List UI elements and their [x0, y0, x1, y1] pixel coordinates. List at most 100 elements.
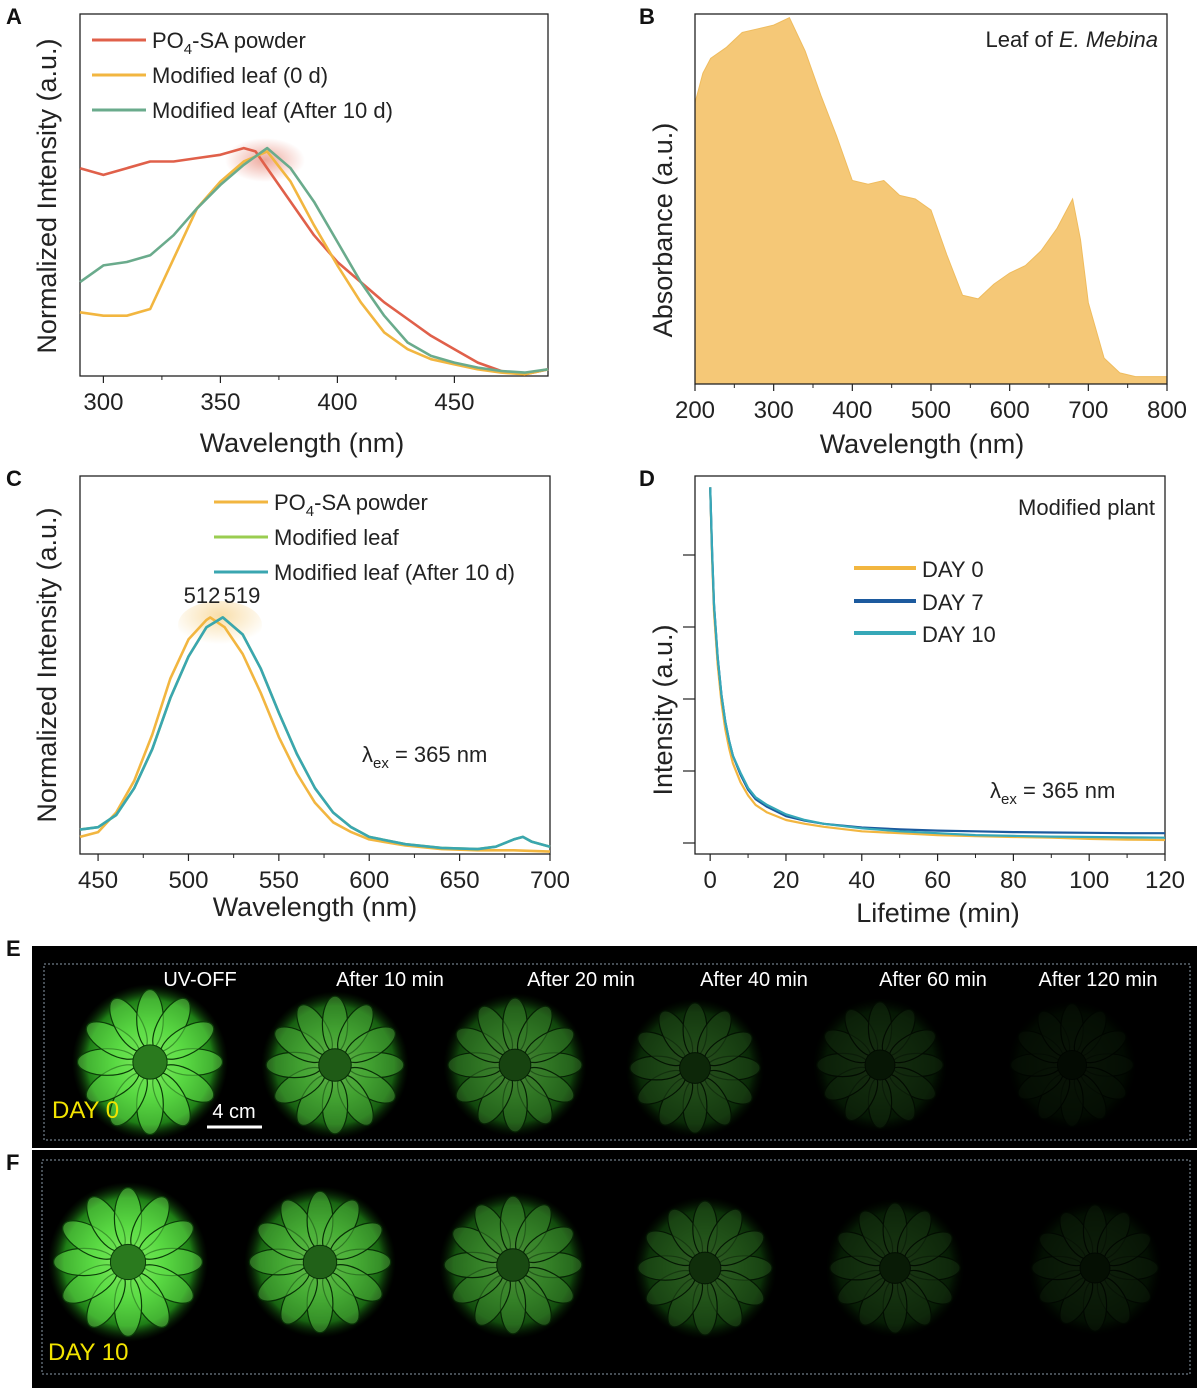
plant-photo-f-2	[439, 1191, 587, 1339]
x-tick-label: 450	[434, 389, 474, 416]
x-tick-label: 400	[832, 397, 872, 424]
legend-label-a-0: PO4-SA powder	[152, 28, 306, 58]
series-line-a-1	[79, 150, 549, 376]
series-line-a-0	[79, 146, 549, 376]
absorbance-area	[694, 17, 1168, 385]
series-line-a-2	[79, 146, 549, 374]
panel-e: E UV-OFF After 10 min After 20 min After…	[6, 936, 1197, 1148]
x-ticks-b: 200 300 400 500 600 700 800	[675, 384, 1187, 424]
series-line-c-0	[79, 616, 551, 853]
panel-c: C 450 500 550 600 650 700 512 519 λex = 365 n…	[6, 466, 570, 922]
legend-c: PO4-SA powder Modified leaf Modified lea…	[214, 490, 515, 585]
x-tick-label: 0	[703, 867, 716, 894]
plant-photo-f-1	[244, 1186, 396, 1338]
photo-strip-f	[32, 1150, 1197, 1388]
x-tick-label: 300	[83, 389, 123, 416]
x-tick-label: 500	[168, 867, 208, 894]
x-tick-label: 20	[773, 867, 800, 894]
chart-title-d: Modified plant	[1018, 495, 1155, 520]
plant-photo-e-4	[812, 997, 948, 1133]
series-lines-a	[79, 146, 549, 376]
caption-e-2: After 20 min	[527, 969, 635, 991]
plant-photo-e-0	[72, 984, 228, 1140]
x-tick-label: 550	[259, 867, 299, 894]
plant-photo-e-3	[625, 998, 765, 1138]
legend-d: DAY 0 DAY 7 DAY 10	[854, 557, 996, 647]
x-ticks-a: 300 350 400 450	[83, 376, 474, 416]
x-axis-label-a: Wavelength (nm)	[200, 428, 405, 458]
y-axis-label-a: Normalized Intensity (a.u.)	[32, 38, 62, 353]
x-tick-label: 600	[990, 397, 1030, 424]
legend-label-a-1: Modified leaf (0 d)	[152, 63, 328, 88]
legend-label-c-2: Modified leaf (After 10 d)	[274, 560, 515, 585]
x-tick-label: 600	[349, 867, 389, 894]
series-line-d-2	[709, 487, 1166, 839]
panel-letter-e: E	[6, 936, 21, 961]
x-ticks-c: 450 500 550 600 650 700	[78, 854, 570, 894]
x-tick-label: 350	[200, 389, 240, 416]
caption-e-3: After 40 min	[700, 969, 808, 991]
caption-e-4: After 60 min	[879, 969, 987, 991]
plot-frame-c	[79, 475, 551, 855]
caption-e-1: After 10 min	[336, 969, 444, 991]
x-tick-label: 80	[1000, 867, 1027, 894]
legend-label-d-2: DAY 10	[922, 622, 996, 647]
series-lines-c	[79, 616, 551, 853]
panel-letter-b: B	[639, 4, 655, 29]
chart-title-b: Leaf of E. Mebina	[986, 27, 1158, 52]
panel-a: A 300 350 400 450 Wavelength (nm) Normalize…	[6, 4, 549, 458]
legend-label-d-0: DAY 0	[922, 557, 984, 582]
plant-photo-e-1	[261, 991, 409, 1139]
x-tick-label: 120	[1145, 867, 1185, 894]
plant-photos-f	[48, 1182, 1163, 1342]
y-axis-label-d: Intensity (a.u.)	[648, 624, 678, 795]
plot-frame-d	[694, 475, 1166, 855]
caption-e-5: After 120 min	[1039, 969, 1158, 991]
panel-f: F DAY 10	[6, 1150, 1197, 1388]
x-tick-label: 400	[317, 389, 357, 416]
x-tick-label: 450	[78, 867, 118, 894]
excitation-annotation-d: λex = 365 nm	[990, 778, 1115, 808]
plant-photo-e-5	[1006, 999, 1138, 1131]
panel-letter-c: C	[6, 466, 22, 491]
x-tick-label: 300	[754, 397, 794, 424]
legend-label-c-1: Modified leaf	[274, 525, 400, 550]
plant-photos-e	[72, 984, 1138, 1140]
y-axis-label-c: Normalized Intensity (a.u.)	[32, 507, 62, 822]
x-tick-label: 200	[675, 397, 715, 424]
plant-photo-f-3	[633, 1196, 777, 1340]
legend-label-a-2: Modified leaf (After 10 d)	[152, 98, 393, 123]
x-tick-label: 800	[1147, 397, 1187, 424]
series-line-c-2	[79, 616, 551, 851]
x-tick-label: 650	[440, 867, 480, 894]
y-ticks-d	[683, 554, 695, 844]
photo-frame-f	[41, 1159, 1191, 1375]
x-tick-label: 40	[848, 867, 875, 894]
panel-d: D 0 20 40 60 80 100 120 Modified plant λex = 3…	[639, 466, 1185, 928]
panel-b: B 200 300 400 500 600 700 800 Leaf of E. Mebin…	[639, 4, 1187, 459]
plot-frame-a	[79, 13, 549, 377]
x-axis-label-b: Wavelength (nm)	[820, 429, 1025, 459]
series-line-c-1	[79, 616, 551, 851]
day-label-e: DAY 0	[52, 1097, 119, 1124]
x-ticks-d: 0 20 40 60 80 100 120	[703, 854, 1185, 894]
plant-photo-f-4	[825, 1198, 965, 1338]
peak-label-519: 519	[224, 583, 261, 608]
series-lines-d	[709, 487, 1166, 842]
peak-label-512: 512	[184, 583, 221, 608]
legend-a: PO4-SA powder Modified leaf (0 d) Modifi…	[92, 28, 393, 123]
scale-bar-label: 4 cm	[212, 1101, 255, 1123]
caption-e-0: UV-OFF	[163, 969, 236, 991]
excitation-annotation-c: λex = 365 nm	[362, 742, 487, 772]
panel-letter-f: F	[6, 1150, 19, 1175]
peak-glow-a	[225, 138, 305, 182]
legend-label-d-1: DAY 7	[922, 590, 984, 615]
day-label-f: DAY 10	[48, 1339, 129, 1366]
x-axis-label-d: Lifetime (min)	[856, 898, 1020, 928]
x-tick-label: 700	[530, 867, 570, 894]
panel-letter-d: D	[639, 466, 655, 491]
x-axis-label-c: Wavelength (nm)	[213, 892, 418, 922]
absorbance-area-b	[694, 17, 1168, 385]
x-tick-label: 700	[1068, 397, 1108, 424]
